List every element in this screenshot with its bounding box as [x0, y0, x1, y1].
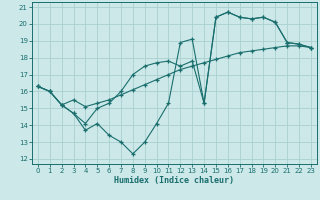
X-axis label: Humidex (Indice chaleur): Humidex (Indice chaleur): [115, 176, 234, 185]
